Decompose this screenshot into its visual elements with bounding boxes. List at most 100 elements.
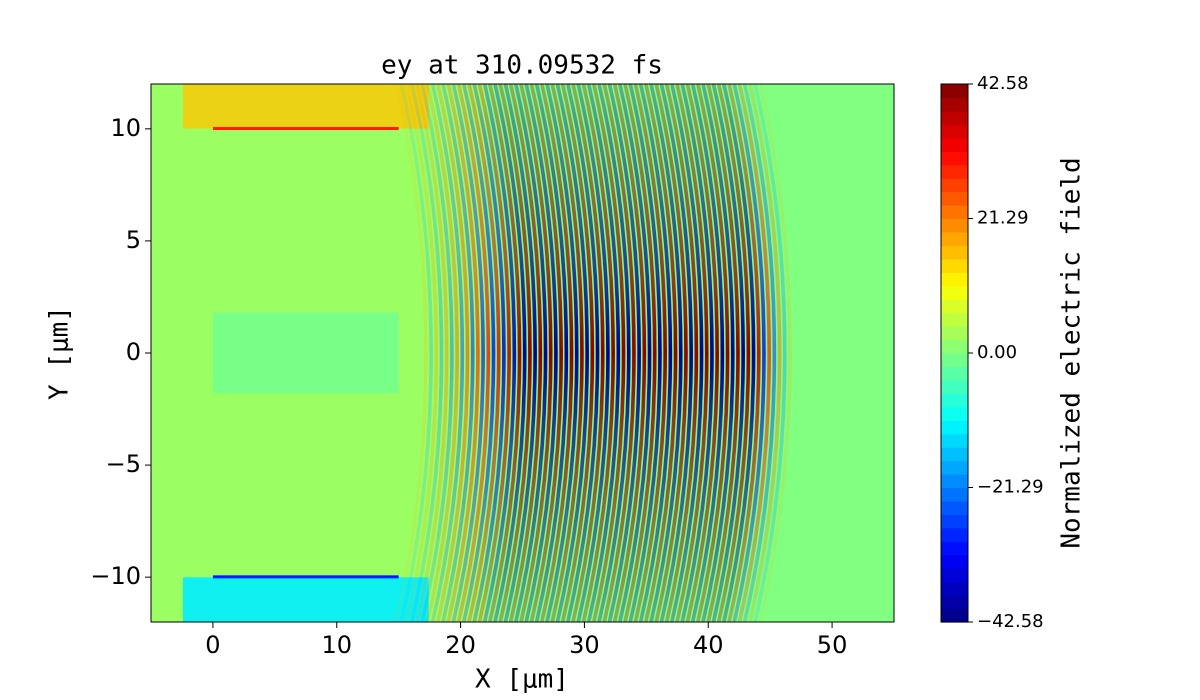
colorbar-tick-label: 42.58 <box>977 73 1029 94</box>
field-stripe <box>446 84 480 622</box>
colorbar-band <box>941 84 968 99</box>
field-stripe <box>618 84 652 622</box>
colorbar-band <box>941 245 968 260</box>
field-stripe <box>415 84 449 622</box>
field-region <box>212 127 399 131</box>
field-region <box>182 577 429 622</box>
field-stripe <box>722 84 756 622</box>
field-stripe <box>472 84 506 622</box>
field-stripe <box>753 84 787 622</box>
field-stripe <box>477 84 511 622</box>
colorbar-band <box>941 393 968 408</box>
field-stripe <box>758 84 792 622</box>
colorbar-band <box>941 379 968 394</box>
field-stripe <box>550 84 584 622</box>
colorbar-band <box>941 285 968 300</box>
colorbar-band <box>941 541 968 556</box>
field-stripe <box>623 84 657 622</box>
colorbar-band <box>941 420 968 435</box>
field-stripe <box>560 84 595 622</box>
field-stripe <box>654 84 688 622</box>
field-stripe <box>696 84 730 622</box>
colorbar-band <box>941 97 968 112</box>
colorbar-band <box>941 178 968 193</box>
colorbar-band <box>941 460 968 475</box>
colorbar-band <box>941 326 968 341</box>
colorbar-band <box>941 568 968 583</box>
y-tick-label: 5 <box>126 226 141 254</box>
x-tick-label: 50 <box>817 631 848 659</box>
x-tick-label: 30 <box>569 631 600 659</box>
y-axis-label: Y [μm] <box>45 306 75 400</box>
field-stripe <box>555 84 589 622</box>
field-stripe <box>670 84 704 622</box>
field-stripe <box>514 84 548 622</box>
field-stripe <box>680 84 714 622</box>
field-region <box>212 575 399 579</box>
field-stripe <box>529 84 563 622</box>
field-stripe <box>482 84 517 622</box>
x-tick-label: 20 <box>445 631 476 659</box>
field-stripe <box>701 84 735 622</box>
field-stripe <box>462 84 496 622</box>
field-stripe <box>748 84 782 622</box>
colorbar-band <box>941 554 968 569</box>
field-stripe <box>540 84 574 622</box>
field-stripe <box>602 84 636 622</box>
field-stripe <box>612 84 647 622</box>
colorbar-band <box>941 110 968 125</box>
field-stripe <box>467 84 501 622</box>
field-stripe <box>524 84 558 622</box>
chart-title: ey at 310.09532 fs <box>381 51 663 81</box>
y-tick-label: −5 <box>106 450 141 478</box>
field-stripe <box>493 84 527 622</box>
field-stripe <box>488 84 522 622</box>
colorbar-band <box>941 366 968 381</box>
field-stripe <box>436 84 470 622</box>
field-stripe <box>571 84 605 622</box>
x-tick-label: 40 <box>693 631 724 659</box>
colorbar-tick-label: −42.58 <box>977 611 1044 632</box>
field-stripe <box>503 84 537 622</box>
field-region <box>212 312 399 394</box>
x-axis-label: X [μm] <box>475 665 569 695</box>
field-stripe <box>581 84 615 622</box>
field-stripe <box>534 84 569 622</box>
colorbar-band <box>941 527 968 542</box>
field-stripe <box>711 84 745 622</box>
field-stripe <box>425 84 459 622</box>
field-stripe <box>727 84 761 622</box>
colorbar-band <box>941 487 968 502</box>
field-stripe <box>649 84 683 622</box>
field-stripe <box>404 84 439 622</box>
field-stripe <box>737 84 771 622</box>
field-stripe <box>456 84 491 622</box>
field-stripe <box>597 84 631 622</box>
colorbar-band <box>941 339 968 354</box>
colorbar: −42.58 −21.29 0.00 21.29 42.58 <box>940 73 1044 632</box>
colorbar-band <box>941 353 968 368</box>
colorbar-band <box>941 608 968 623</box>
colorbar-band <box>941 151 968 166</box>
colorbar-band <box>941 500 968 515</box>
colorbar-band <box>941 406 968 421</box>
colorbar-band <box>941 474 968 489</box>
field-stripe <box>592 84 626 622</box>
x-tick-label: 10 <box>321 631 352 659</box>
field-stripe <box>508 84 543 622</box>
field-stripe <box>742 84 777 622</box>
field-region <box>182 84 429 129</box>
y-tick-label: −10 <box>90 562 141 590</box>
colorbar-band <box>941 581 968 596</box>
colorbar-band <box>941 205 968 220</box>
colorbar-band <box>941 299 968 314</box>
colorbar-band <box>941 137 968 152</box>
field-stripe <box>566 84 600 622</box>
colorbar-band <box>941 124 968 139</box>
colorbar-band <box>941 447 968 462</box>
field-stripe <box>576 84 610 622</box>
colorbar-band <box>941 231 968 246</box>
colorbar-tick-label: 0.00 <box>977 342 1017 363</box>
field-stripe <box>633 84 667 622</box>
field-stripe <box>675 84 709 622</box>
